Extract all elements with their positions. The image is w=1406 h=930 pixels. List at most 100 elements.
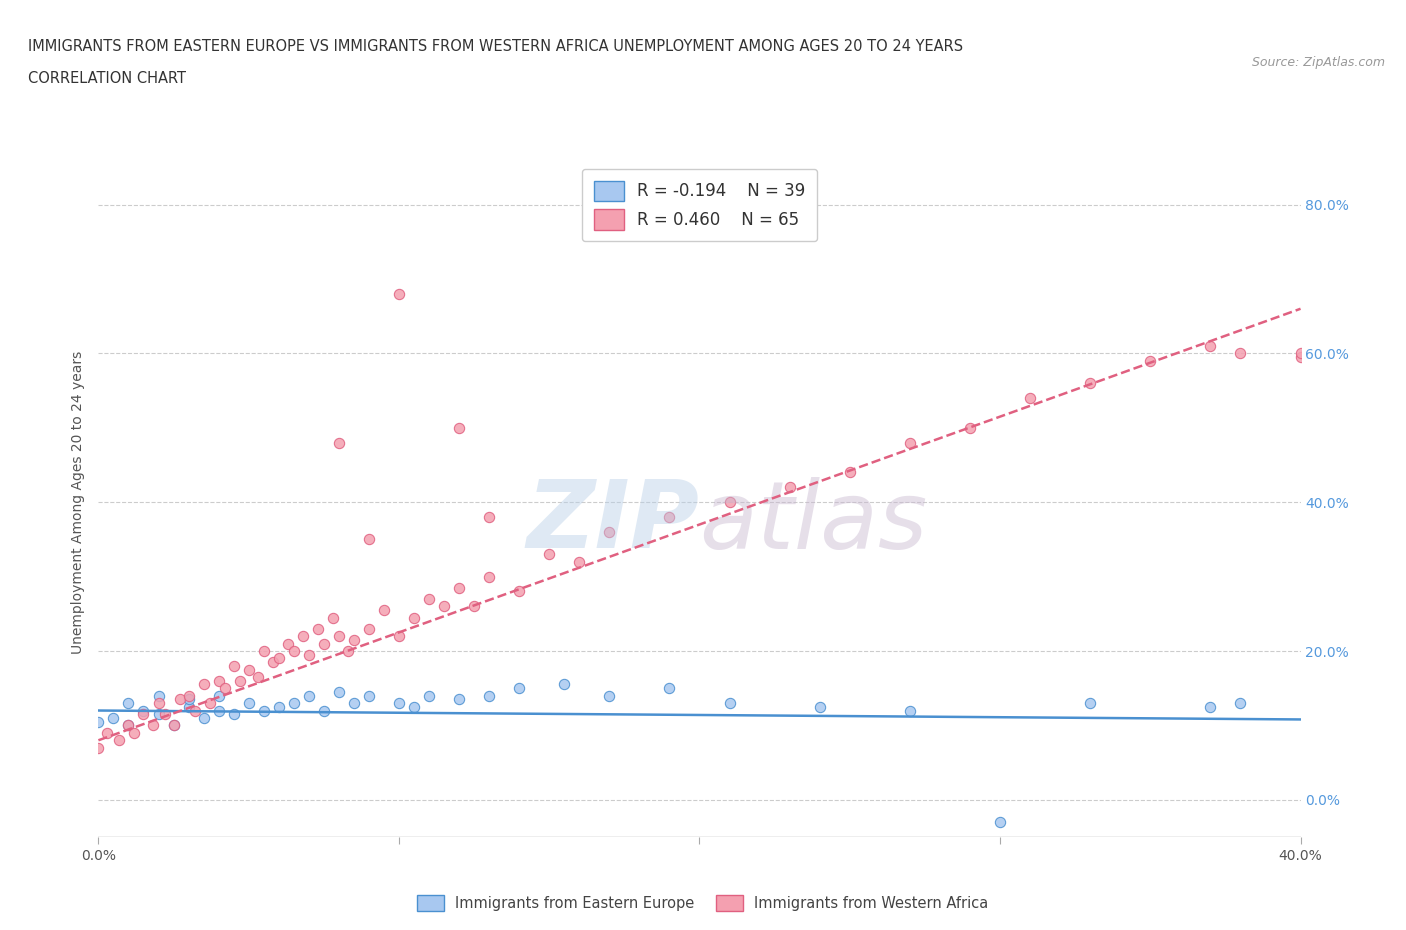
Point	[447, 580, 470, 595]
Point	[808, 699, 831, 714]
Point	[132, 707, 155, 722]
Point	[222, 707, 245, 722]
Point	[357, 621, 380, 636]
Point	[183, 703, 205, 718]
Point	[312, 703, 335, 718]
Point	[388, 696, 411, 711]
Point	[312, 636, 335, 651]
Point	[208, 673, 231, 688]
Point	[343, 696, 366, 711]
Point	[214, 681, 236, 696]
Point	[148, 688, 170, 703]
Point	[553, 677, 575, 692]
Point	[208, 688, 231, 703]
Point	[1019, 391, 1042, 405]
Point	[418, 688, 440, 703]
Text: atlas: atlas	[700, 477, 928, 568]
Point	[253, 703, 276, 718]
Point	[1229, 346, 1251, 361]
Point	[1078, 696, 1101, 711]
Point	[262, 655, 284, 670]
Text: CORRELATION CHART: CORRELATION CHART	[28, 71, 186, 86]
Point	[141, 718, 163, 733]
Point	[322, 610, 344, 625]
Point	[433, 599, 456, 614]
Point	[463, 599, 485, 614]
Point	[283, 644, 305, 658]
Point	[402, 699, 425, 714]
Point	[508, 584, 530, 599]
Point	[838, 465, 860, 480]
Point	[898, 703, 921, 718]
Legend: Immigrants from Eastern Europe, Immigrants from Western Africa: Immigrants from Eastern Europe, Immigran…	[411, 887, 995, 918]
Point	[357, 532, 380, 547]
Point	[508, 681, 530, 696]
Point	[478, 569, 501, 584]
Point	[87, 740, 110, 755]
Point	[328, 684, 350, 699]
Point	[779, 480, 801, 495]
Point	[169, 692, 191, 707]
Point	[336, 644, 359, 658]
Point	[222, 658, 245, 673]
Point	[898, 435, 921, 450]
Point	[1199, 339, 1222, 353]
Point	[117, 718, 139, 733]
Point	[959, 420, 981, 435]
Point	[153, 707, 176, 722]
Y-axis label: Unemployment Among Ages 20 to 24 years: Unemployment Among Ages 20 to 24 years	[72, 351, 86, 654]
Point	[328, 435, 350, 450]
Point	[402, 610, 425, 625]
Point	[388, 286, 411, 301]
Point	[238, 662, 260, 677]
Point	[343, 632, 366, 647]
Point	[478, 510, 501, 525]
Point	[718, 495, 741, 510]
Point	[117, 696, 139, 711]
Point	[117, 718, 139, 733]
Point	[283, 696, 305, 711]
Point	[277, 636, 299, 651]
Point	[418, 591, 440, 606]
Point	[307, 621, 329, 636]
Point	[132, 703, 155, 718]
Point	[124, 725, 146, 740]
Point	[538, 547, 561, 562]
Point	[1289, 346, 1312, 361]
Point	[208, 703, 231, 718]
Point	[357, 688, 380, 703]
Point	[267, 651, 290, 666]
Point	[228, 673, 250, 688]
Point	[1139, 353, 1161, 368]
Point	[193, 711, 215, 725]
Point	[568, 554, 591, 569]
Point	[388, 629, 411, 644]
Point	[1078, 376, 1101, 391]
Point	[177, 699, 200, 714]
Point	[478, 688, 501, 703]
Point	[447, 692, 470, 707]
Point	[598, 688, 620, 703]
Point	[103, 711, 125, 725]
Point	[267, 699, 290, 714]
Point	[177, 688, 200, 703]
Point	[238, 696, 260, 711]
Legend: R = -0.194    N = 39, R = 0.460    N = 65: R = -0.194 N = 39, R = 0.460 N = 65	[582, 169, 817, 242]
Point	[718, 696, 741, 711]
Point	[108, 733, 131, 748]
Point	[148, 707, 170, 722]
Point	[87, 714, 110, 729]
Point	[328, 629, 350, 644]
Text: Source: ZipAtlas.com: Source: ZipAtlas.com	[1251, 56, 1385, 69]
Point	[658, 510, 681, 525]
Point	[598, 525, 620, 539]
Point	[253, 644, 276, 658]
Point	[658, 681, 681, 696]
Point	[1289, 350, 1312, 365]
Point	[447, 420, 470, 435]
Point	[162, 718, 184, 733]
Point	[177, 692, 200, 707]
Point	[988, 815, 1011, 830]
Text: IMMIGRANTS FROM EASTERN EUROPE VS IMMIGRANTS FROM WESTERN AFRICA UNEMPLOYMENT AM: IMMIGRANTS FROM EASTERN EUROPE VS IMMIGR…	[28, 39, 963, 54]
Point	[1199, 699, 1222, 714]
